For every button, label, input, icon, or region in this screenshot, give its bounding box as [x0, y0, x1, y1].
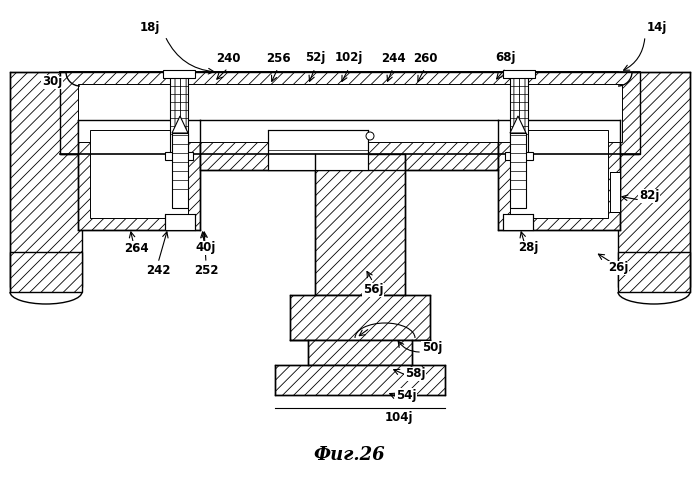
- Text: 68j: 68j: [496, 51, 517, 64]
- Bar: [618, 72, 690, 287]
- Text: 30j: 30j: [42, 75, 62, 88]
- Text: 82j: 82j: [639, 190, 659, 203]
- Bar: [290, 295, 430, 340]
- Text: 260: 260: [412, 51, 438, 64]
- Bar: [165, 214, 195, 230]
- Text: 58j: 58j: [405, 368, 425, 381]
- Bar: [503, 70, 535, 78]
- Text: 242: 242: [146, 264, 171, 276]
- Bar: [505, 152, 533, 160]
- Bar: [510, 75, 528, 155]
- Bar: [170, 75, 188, 155]
- Text: 50j: 50j: [421, 341, 442, 355]
- Bar: [200, 120, 498, 170]
- Bar: [90, 130, 188, 218]
- Text: 104j: 104j: [384, 410, 413, 423]
- Bar: [78, 84, 622, 142]
- Bar: [60, 72, 640, 154]
- Circle shape: [366, 132, 374, 140]
- Text: 14j: 14j: [647, 22, 667, 35]
- Text: 56j: 56j: [363, 284, 383, 297]
- Polygon shape: [510, 116, 526, 133]
- Bar: [165, 152, 193, 160]
- Bar: [510, 130, 608, 218]
- Bar: [308, 340, 412, 365]
- Text: 102j: 102j: [335, 51, 363, 64]
- Bar: [172, 133, 188, 208]
- Text: Фиг.26: Фиг.26: [313, 446, 385, 464]
- Bar: [163, 70, 195, 78]
- Text: 26j: 26j: [608, 262, 628, 275]
- Text: 252: 252: [194, 264, 218, 276]
- Bar: [78, 120, 200, 230]
- Bar: [10, 252, 82, 292]
- Text: 54j: 54j: [396, 388, 416, 401]
- Text: 240: 240: [216, 51, 240, 64]
- Bar: [498, 120, 620, 230]
- Text: 244: 244: [381, 51, 405, 64]
- Bar: [315, 154, 405, 295]
- Bar: [503, 214, 533, 230]
- Bar: [10, 72, 82, 287]
- Bar: [275, 365, 445, 395]
- Bar: [510, 133, 526, 208]
- Text: 256: 256: [266, 51, 290, 64]
- Text: 28j: 28j: [518, 241, 538, 254]
- Bar: [268, 130, 368, 170]
- Text: 264: 264: [124, 241, 148, 254]
- Text: 40j: 40j: [196, 241, 216, 254]
- Polygon shape: [172, 116, 188, 133]
- Bar: [610, 172, 620, 212]
- Text: 52j: 52j: [305, 51, 325, 64]
- Text: 18j: 18j: [140, 22, 160, 35]
- Bar: [618, 252, 690, 292]
